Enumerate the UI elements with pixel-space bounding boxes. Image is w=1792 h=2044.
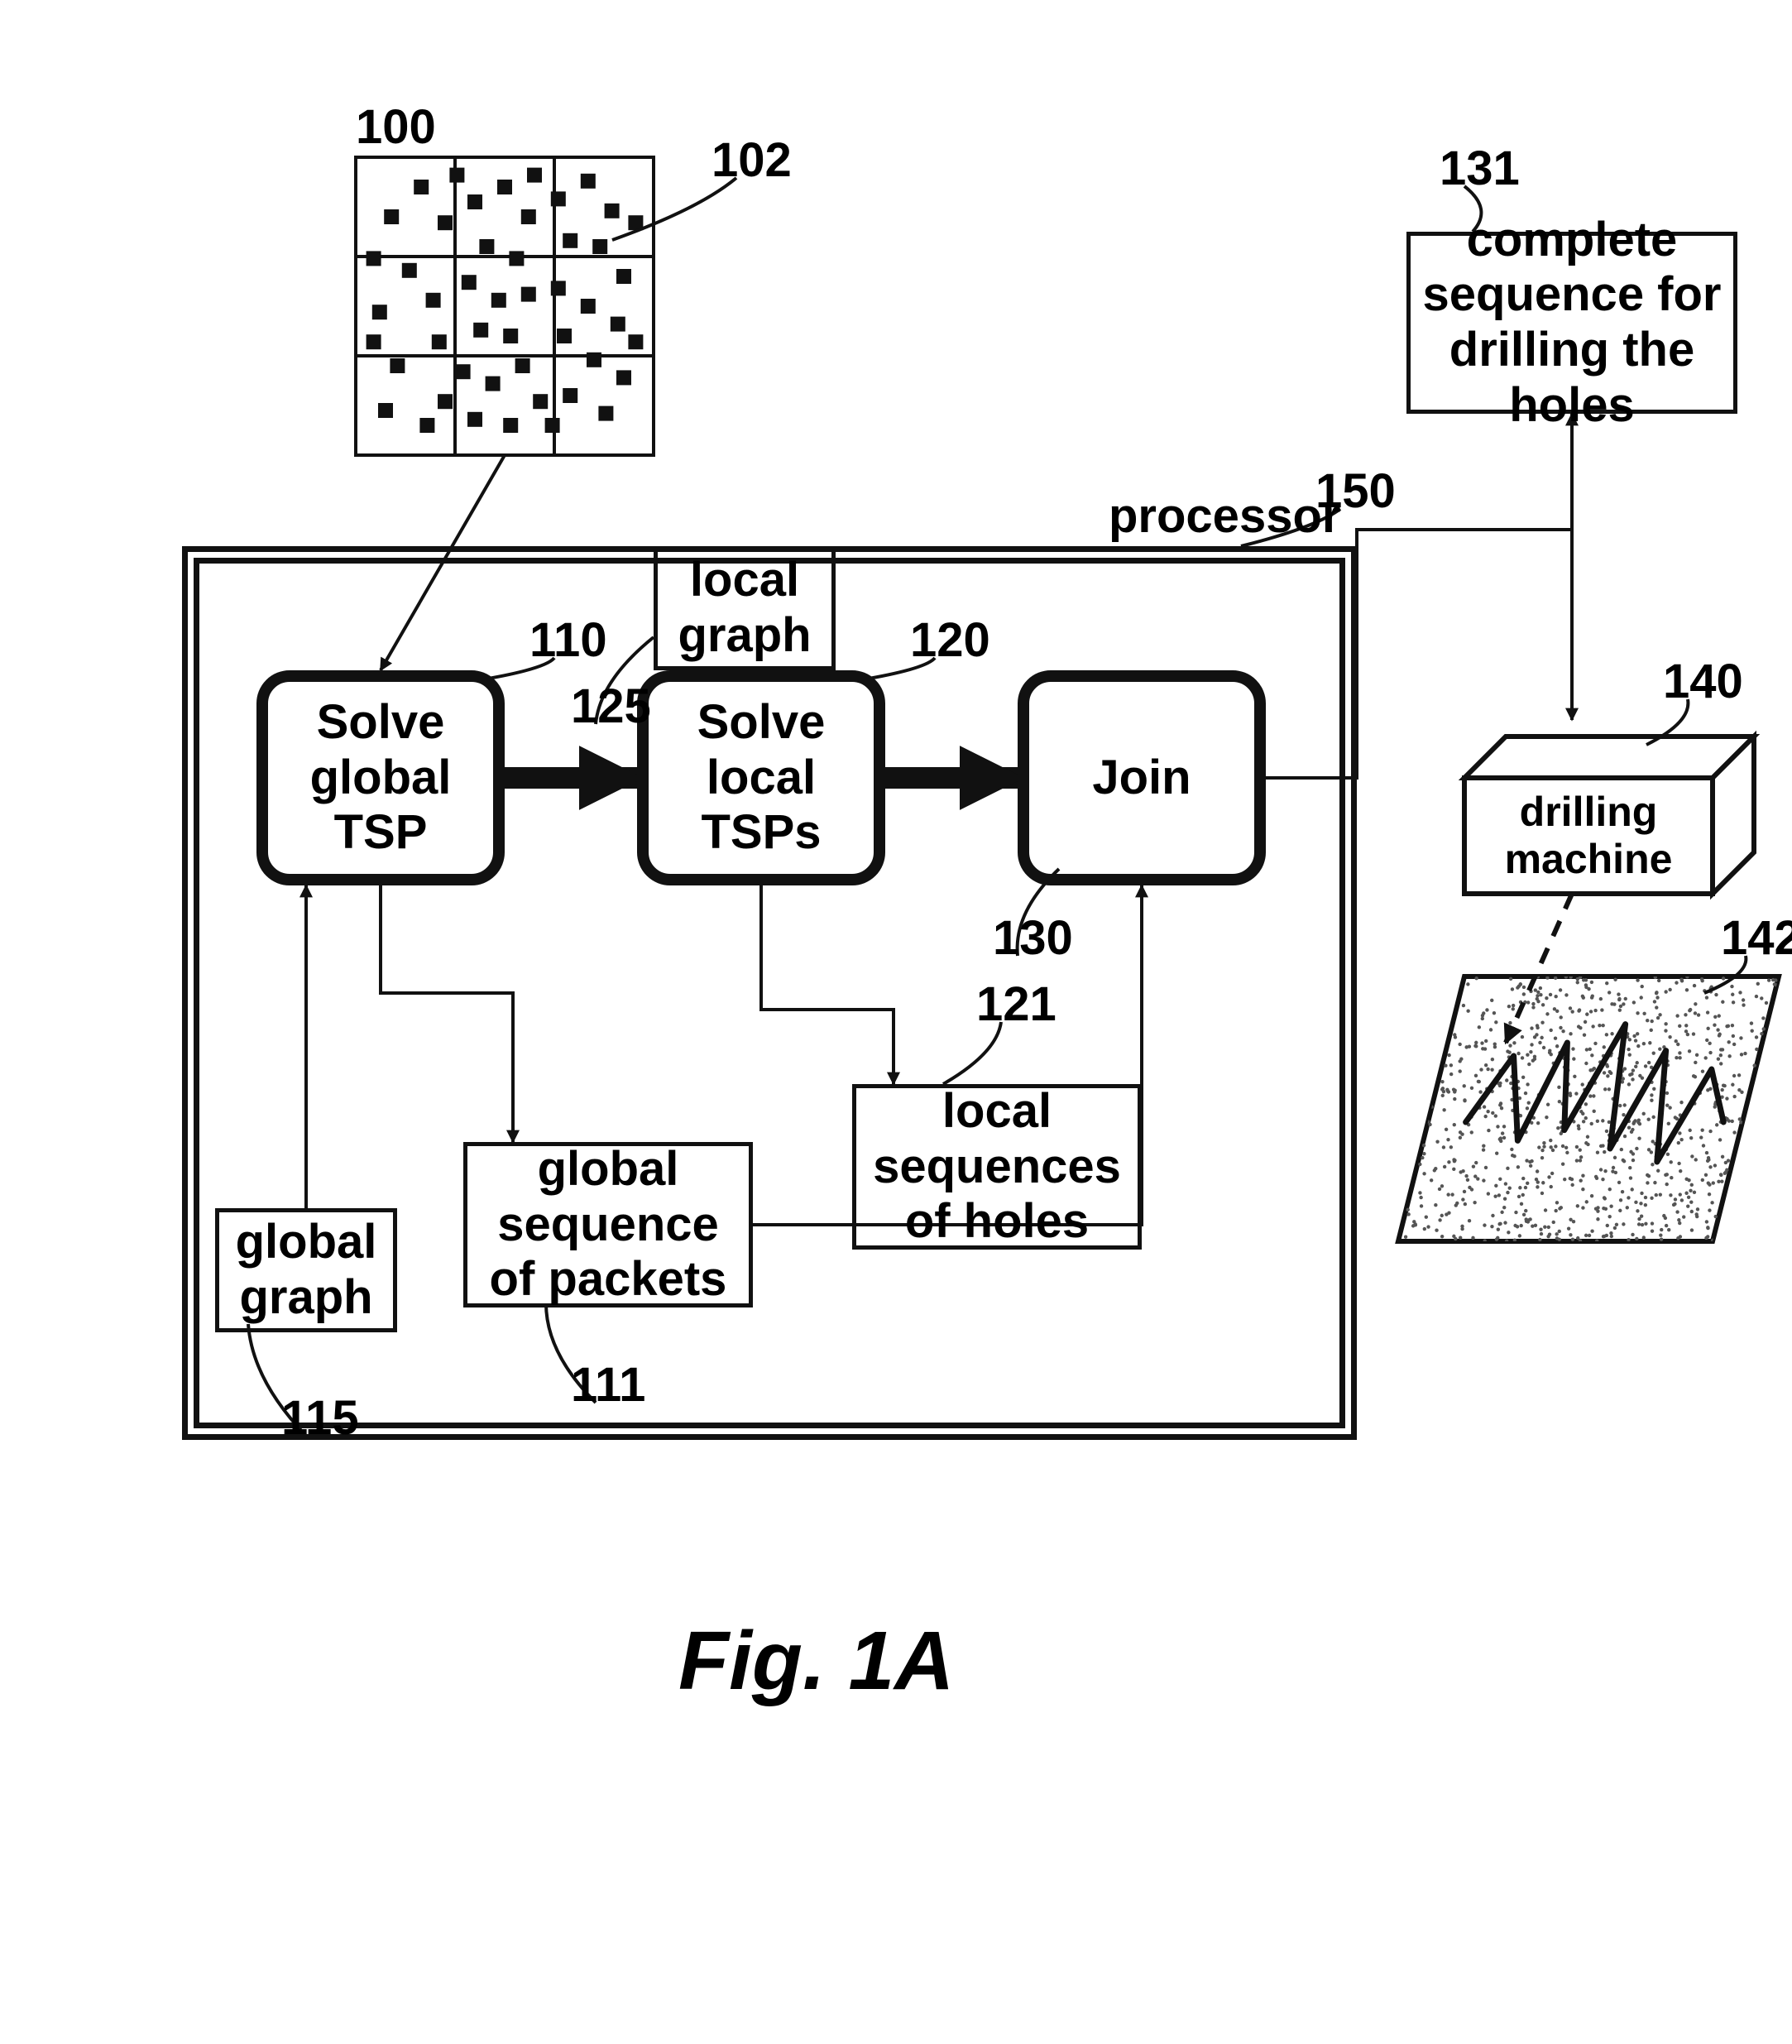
- drilling-machine-label: drilling machine: [1464, 778, 1713, 894]
- ref-131: 131: [1440, 141, 1520, 196]
- ref-121: 121: [976, 976, 1057, 1032]
- processor-label: processor: [1109, 488, 1340, 544]
- ref-110: 110: [529, 612, 607, 668]
- node-global_seq: global sequence of packets: [463, 1142, 753, 1307]
- ref-100: 100: [356, 99, 436, 155]
- ref-125: 125: [571, 679, 651, 734]
- node-local_seq: local sequences of holes: [852, 1084, 1142, 1250]
- node-solve_global: Solve global TSP: [256, 670, 505, 885]
- node-join: Join: [1018, 670, 1266, 885]
- node-global_graph: global graph: [215, 1208, 397, 1332]
- ref-120: 120: [910, 612, 990, 668]
- ref-111: 111: [571, 1357, 645, 1413]
- node-solve_local: Solve local TSPs: [637, 670, 885, 885]
- node-local_graph: local graph: [654, 546, 836, 670]
- ref-142: 142: [1721, 910, 1792, 966]
- ref-150: 150: [1315, 463, 1396, 519]
- figure-label: Fig. 1A: [678, 1614, 954, 1709]
- ref-130: 130: [993, 910, 1073, 966]
- ref-140: 140: [1663, 654, 1743, 709]
- ref-102: 102: [712, 132, 792, 188]
- edge-machine-to-plate-dashed: [1506, 894, 1572, 1043]
- node-complete_seq: complete sequence for drilling the holes: [1406, 232, 1737, 414]
- ref-115: 115: [281, 1390, 359, 1446]
